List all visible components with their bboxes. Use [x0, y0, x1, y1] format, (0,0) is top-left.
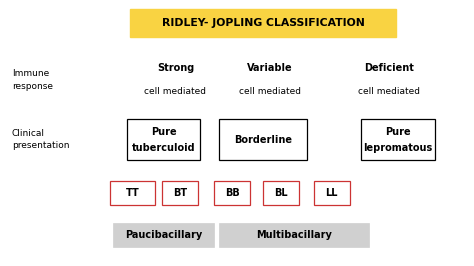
FancyBboxPatch shape [361, 119, 435, 160]
Text: Pure: Pure [151, 127, 176, 137]
Text: Pure: Pure [385, 127, 411, 137]
Text: Paucibacillary: Paucibacillary [125, 230, 202, 240]
Text: RIDLEY- JOPLING CLASSIFICATION: RIDLEY- JOPLING CLASSIFICATION [162, 18, 365, 28]
Text: Multibacillary: Multibacillary [256, 230, 332, 240]
FancyBboxPatch shape [219, 119, 307, 160]
FancyBboxPatch shape [162, 181, 198, 205]
Text: cell mediated: cell mediated [239, 87, 301, 96]
Text: BT: BT [173, 188, 187, 198]
Text: Clinical
presentation: Clinical presentation [12, 129, 69, 150]
Text: BL: BL [274, 188, 288, 198]
FancyBboxPatch shape [314, 181, 349, 205]
Text: cell mediated: cell mediated [358, 87, 419, 96]
FancyBboxPatch shape [130, 9, 396, 36]
Text: LL: LL [326, 188, 338, 198]
Text: Deficient: Deficient [364, 63, 414, 73]
FancyBboxPatch shape [127, 119, 200, 160]
Text: Strong: Strong [157, 63, 194, 73]
Text: tuberculoid: tuberculoid [132, 143, 195, 153]
FancyBboxPatch shape [219, 223, 369, 247]
FancyBboxPatch shape [110, 181, 155, 205]
FancyBboxPatch shape [214, 181, 250, 205]
Text: Borderline: Borderline [234, 135, 292, 145]
Text: TT: TT [126, 188, 140, 198]
FancyBboxPatch shape [264, 181, 299, 205]
Text: BB: BB [225, 188, 240, 198]
Text: lepromatous: lepromatous [364, 143, 433, 153]
Text: cell mediated: cell mediated [145, 87, 206, 96]
Text: Immune
response: Immune response [12, 69, 53, 90]
FancyBboxPatch shape [112, 223, 214, 247]
Text: Variable: Variable [247, 63, 293, 73]
